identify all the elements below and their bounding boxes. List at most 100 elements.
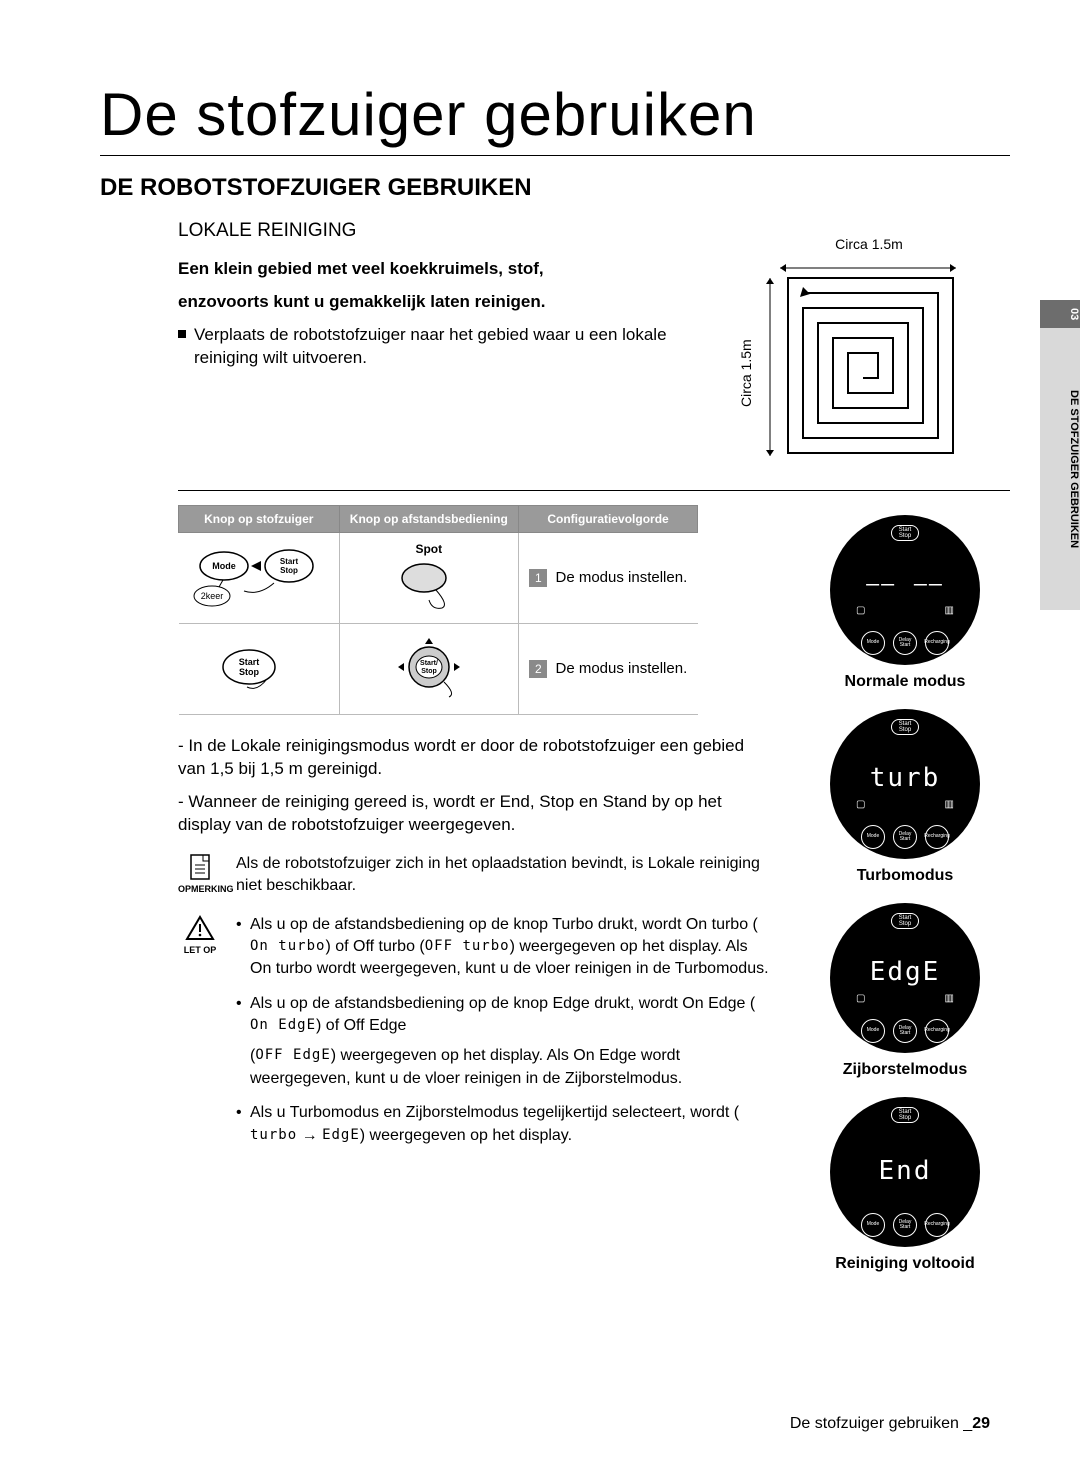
controls-table: Knop op stofzuiger Knop op afstandsbedie… [178, 505, 698, 715]
step-text: De modus instellen. [556, 569, 688, 586]
footer-page-number: 29 [972, 1415, 990, 1432]
mode-button: Mode [861, 1019, 885, 1043]
col-header-remote: Knop op afstandsbediening [339, 506, 519, 533]
display-start-button: Start Stop [891, 525, 919, 541]
list-item: Als u op de afstandsbediening op de knop… [236, 914, 770, 981]
svg-text:Stop: Stop [239, 667, 259, 677]
opmerking-row: OPMERKING Als de robotstofzuiger zich in… [178, 853, 770, 898]
intro-bold-line1: Een klein gebied met veel koekkruimels, … [178, 258, 718, 281]
delay-button: Delay Start [893, 1019, 917, 1043]
note-line2: - Wanneer de reiniging gereed is, wordt … [178, 791, 770, 837]
lcd-code: OFF turbo [425, 937, 510, 957]
svg-text:Start: Start [279, 557, 298, 566]
delay-button: Delay Start [893, 631, 917, 655]
display-label-normal: Normale modus [845, 673, 966, 691]
remote-button-cell: Spot [339, 533, 519, 624]
table-row: Start Stop Start/ Stop 2 [179, 624, 698, 715]
display-start-button: Start Stop [891, 1107, 919, 1123]
display-normal: Start Stop ⎯⎯ ⎯⎯ ▢ ▥ Mode Delay Start Rec… [830, 515, 980, 665]
clock-icon: ▢ [856, 605, 865, 616]
lcd-code: OFF EdgE [255, 1046, 330, 1066]
display-edge: Start Stop EdgE ▢ ▥ Mode Delay Start Rech… [830, 903, 980, 1053]
lcd-code: EdgE [322, 1126, 360, 1146]
col-header-vacuum: Knop op stofzuiger [179, 506, 340, 533]
remote-button-cell: Start/ Stop [339, 624, 519, 715]
svg-text:Start/: Start/ [420, 660, 438, 667]
battery-icon: ▥ [945, 993, 954, 1004]
lcd-code: turbo [250, 1126, 297, 1146]
display-previews: Start Stop ⎯⎯ ⎯⎯ ▢ ▥ Mode Delay Start Rec… [800, 515, 1010, 1283]
caution-list: Als u op de afstandsbediening op de knop… [236, 914, 770, 1148]
display-text: EdgE [870, 957, 941, 987]
chapter-side-tab: 03 DE STOFZUIGER GEBRUIKEN [1040, 300, 1080, 610]
delay-button: Delay Start [893, 1213, 917, 1237]
side-tab-number: 03 [1040, 300, 1080, 328]
intro-row: Een klein gebied met veel koekkruimels, … [178, 258, 1010, 458]
vacuum-button-cell: Start Stop [179, 624, 340, 715]
letop-label: LET OP [178, 944, 222, 956]
page-footer: De stofzuiger gebruiken _29 [790, 1415, 990, 1433]
lcd-code: On turbo [250, 937, 325, 957]
notes-block: - In de Lokale reinigingsmodus wordt er … [178, 735, 770, 1159]
battery-icon: ▥ [945, 605, 954, 616]
lcd-code: On EdgE [250, 1016, 316, 1036]
clock-icon: ▢ [856, 993, 865, 1004]
clock-icon: ▢ [856, 799, 865, 810]
spiral-path-diagram: Circa 1.5m Circa 1.5m [748, 258, 958, 458]
display-text: ⎯⎯ ⎯⎯ [866, 568, 944, 599]
display-turbo: Start Stop turb ▢ ▥ Mode Delay Start Rech… [830, 709, 980, 859]
svg-text:Mode: Mode [212, 561, 236, 571]
recharge-button: Recharging [925, 631, 949, 655]
remote-label: Spot [348, 542, 511, 556]
display-end: Start Stop End Mode Delay Start Rechargi… [830, 1097, 980, 1247]
display-text: turb [870, 763, 941, 793]
display-start-button: Start Stop [891, 913, 919, 929]
list-item: Als u op de afstandsbediening op de knop… [236, 993, 770, 1091]
table-row: Mode Start Stop 2keer Spot [179, 533, 698, 624]
letop-row: LET OP Als u op de afstandsbediening op … [178, 914, 770, 1160]
opmerking-text: Als de robotstofzuiger zich in het oplaa… [236, 853, 770, 898]
mode-button: Mode [861, 631, 885, 655]
recharge-button: Recharging [925, 1019, 949, 1043]
step-number-badge: 1 [529, 569, 547, 587]
col-header-config: Configuratievolgorde [519, 506, 698, 533]
divider [178, 490, 1010, 491]
mode-button: Mode [861, 1213, 885, 1237]
mode-button: Mode [861, 825, 885, 849]
display-start-button: Start Stop [891, 719, 919, 735]
svg-text:Stop: Stop [280, 566, 298, 575]
svg-text:Start: Start [238, 657, 259, 667]
config-cell: 1 De modus instellen. [519, 533, 698, 624]
intro-bullet-text: Verplaats de robotstofzuiger naar het ge… [194, 324, 718, 370]
remote-nav-icon: Start/ Stop [384, 632, 474, 702]
square-bullet-icon [178, 330, 186, 338]
side-tab-label: DE STOFZUIGER GEBRUIKEN [1040, 328, 1080, 610]
step-text: De modus instellen. [556, 660, 688, 677]
delay-button: Delay Start [893, 825, 917, 849]
svg-text:Stop: Stop [421, 668, 437, 675]
vacuum-button-cell: Mode Start Stop 2keer [179, 533, 340, 624]
recharge-button: Recharging [925, 825, 949, 849]
list-item: Als u Turbomodus en Zijborstelmodus tege… [236, 1102, 770, 1147]
display-label-end: Reiniging voltooid [835, 1255, 975, 1273]
config-cell: 2 De modus instellen. [519, 624, 698, 715]
section-title: DE ROBOTSTOFZUIGER GEBRUIKEN [100, 174, 1010, 202]
main-title: De stofzuiger gebruiken [100, 80, 1010, 156]
recharge-button: Recharging [925, 1213, 949, 1237]
vacuum-buttons-diagram: Mode Start Stop 2keer [189, 541, 329, 611]
diagram-svg [748, 258, 958, 458]
spot-button-icon [394, 560, 464, 610]
display-label-turbo: Turbomodus [857, 867, 954, 885]
battery-icon: ▥ [945, 799, 954, 810]
display-text: End [879, 1156, 932, 1186]
note-line1: - In de Lokale reinigingsmodus wordt er … [178, 735, 770, 781]
vacuum-button-diagram: Start Stop [189, 637, 329, 697]
dimension-top-label: Circa 1.5m [780, 236, 958, 252]
display-label-edge: Zijborstelmodus [843, 1061, 967, 1079]
intro-bold-line2: enzovoorts kunt u gemakkelijk laten rein… [178, 291, 718, 314]
step-number-badge: 2 [529, 660, 547, 678]
opmerking-label: OPMERKING [178, 883, 222, 895]
caution-icon [185, 914, 215, 942]
note-icon [187, 853, 213, 881]
footer-text: De stofzuiger gebruiken _ [790, 1415, 972, 1432]
